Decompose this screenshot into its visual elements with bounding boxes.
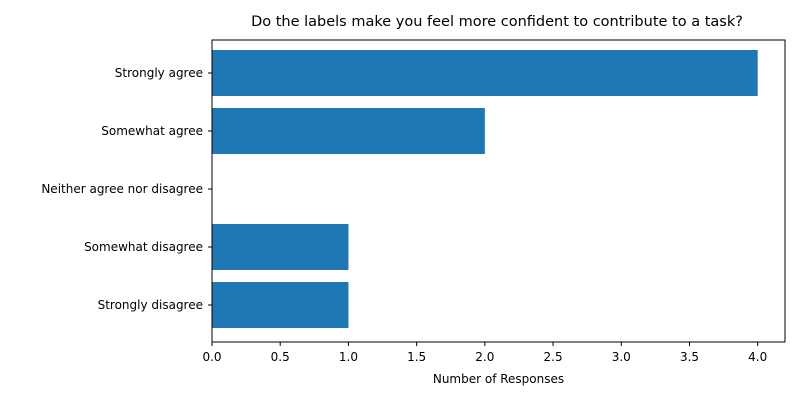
x-tick-label: 2.5 [544, 350, 563, 364]
x-axis-label: Number of Responses [433, 372, 564, 386]
y-tick-label: Somewhat disagree [84, 240, 203, 254]
x-tick-label: 4.0 [748, 350, 767, 364]
y-tick-label: Strongly agree [115, 66, 203, 80]
x-tick-label: 2.0 [475, 350, 494, 364]
x-tick-label: 0.0 [202, 350, 221, 364]
x-tick-label: 0.5 [271, 350, 290, 364]
y-axis: Strongly agree Somewhat agree Neither agre… [41, 66, 212, 312]
x-axis: 0.0 0.5 1.0 1.5 2.0 2.5 3.0 3.5 4.0 [202, 342, 767, 364]
bar-somewhat-agree [212, 108, 485, 154]
x-tick-label: 3.5 [680, 350, 699, 364]
chart-title: Do the labels make you feel more confide… [251, 14, 743, 30]
bars-group [212, 50, 758, 328]
y-tick-label: Strongly disagree [98, 298, 203, 312]
x-tick-label: 3.0 [612, 350, 631, 364]
y-tick-label: Somewhat agree [101, 124, 203, 138]
bar-strongly-disagree [212, 282, 348, 328]
x-tick-label: 1.5 [407, 350, 426, 364]
x-tick-label: 1.0 [339, 350, 358, 364]
bar-somewhat-disagree [212, 224, 348, 270]
bar-strongly-agree [212, 50, 758, 96]
y-tick-label: Neither agree nor disagree [41, 182, 203, 196]
